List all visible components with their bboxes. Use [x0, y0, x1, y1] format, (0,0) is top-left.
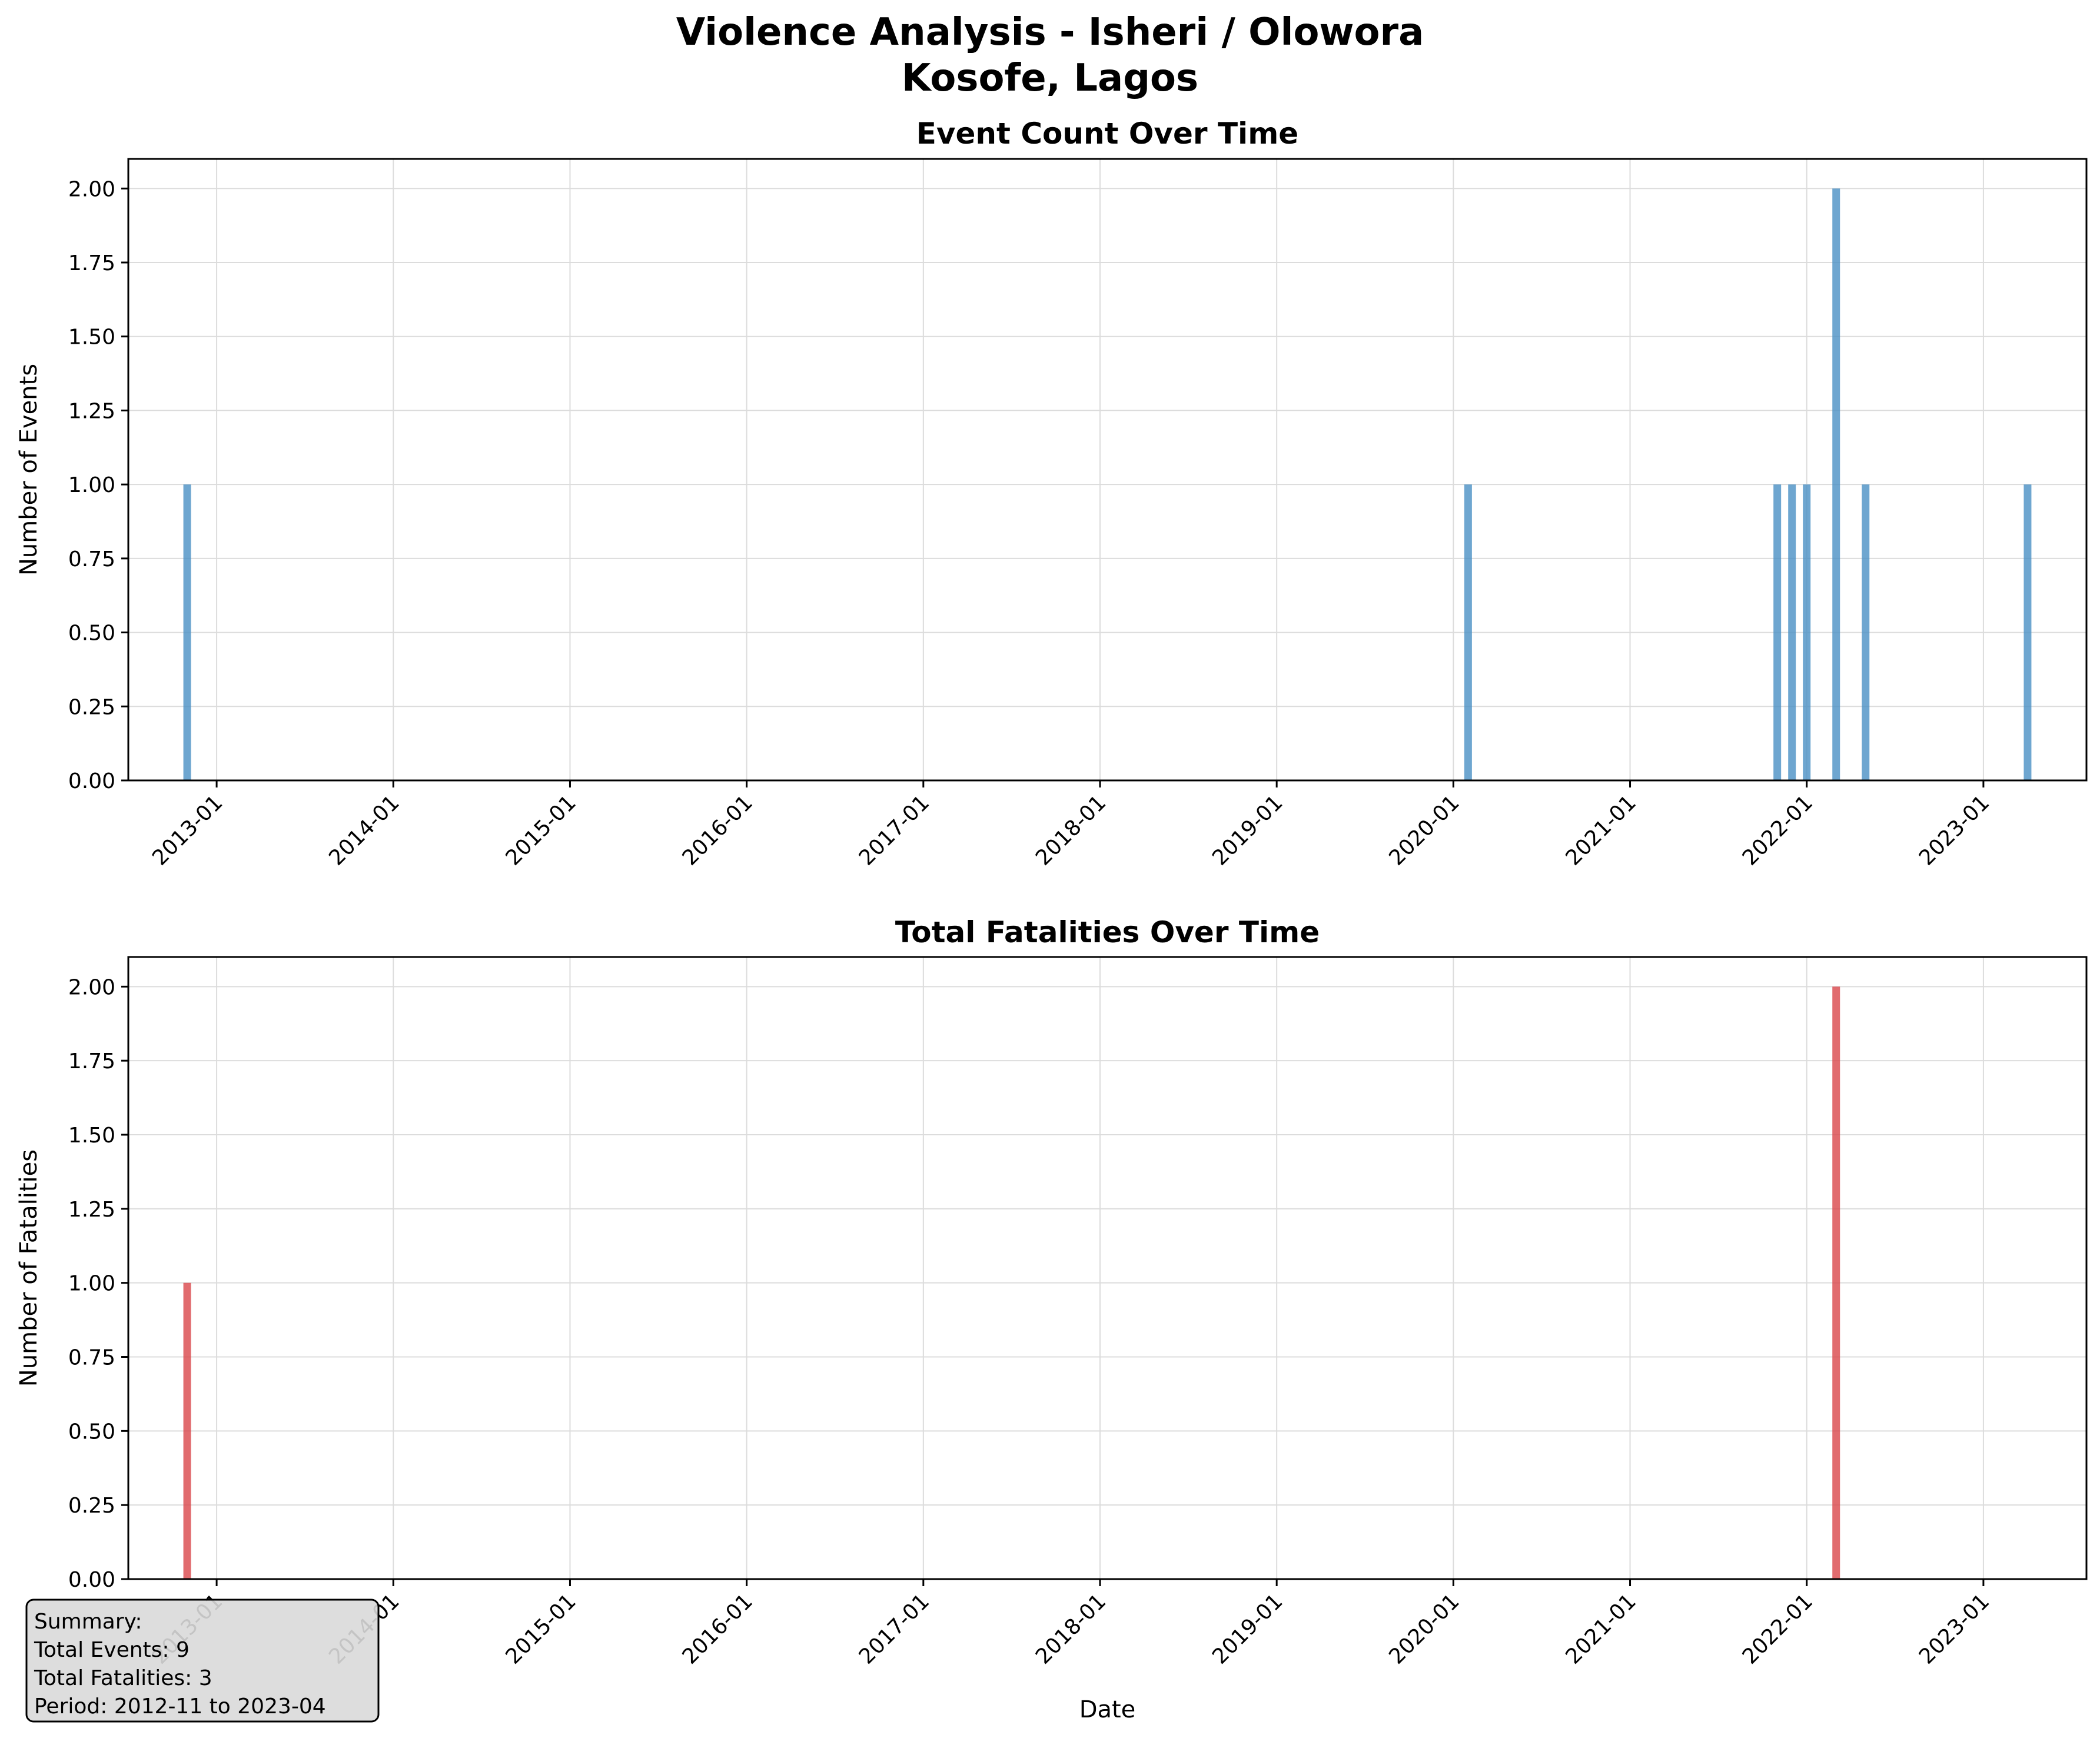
events-xtick-label-2: 2015-01: [501, 790, 580, 870]
fatalities-chart-title: Total Fatalities Over Time: [895, 915, 1320, 949]
fatalities-ytick-label-2: 0.50: [68, 1420, 115, 1444]
events-ytick-label-5: 1.25: [68, 399, 115, 423]
fatalities-xtick-label-4: 2017-01: [855, 1589, 934, 1669]
summary-box: Summary: Total Events: 9 Total Fatalitie…: [25, 1599, 380, 1723]
fatalities-axes-frame: [127, 956, 2088, 1580]
events-xtick-label-6: 2019-01: [1208, 790, 1287, 870]
fatalities-xtick-label-5: 2018-01: [1031, 1589, 1111, 1669]
events-xtick-label-8: 2021-01: [1561, 790, 1641, 870]
fatalities-bar-2012-11: [183, 1282, 191, 1579]
fatalities-xtick-label-9: 2022-01: [1738, 1589, 1817, 1669]
fatalities-ytick-label-1: 0.25: [68, 1494, 115, 1518]
events-bar-2021-12: [1788, 484, 1796, 780]
events-ytick-label-0: 0.00: [68, 769, 115, 793]
events-ytick-label-8: 2.00: [68, 177, 115, 201]
events-bar-2021-11: [1773, 484, 1782, 780]
events-xtick-label-10: 2023-01: [1915, 790, 1994, 870]
events-bar-2012-11: [183, 484, 191, 780]
event-count-chart: 0.00 0.25 0.50 0.75 1.00 1.25 1.50 1.75 2.00 2013…: [15, 117, 2088, 870]
figure-title-line1: Violence Analysis - Isheri / Olowora: [676, 11, 1424, 54]
events-ytick-label-3: 0.75: [68, 547, 115, 571]
events-xtick-label-9: 2022-01: [1738, 790, 1817, 870]
fatalities-xtick-label-2: 2015-01: [501, 1589, 580, 1669]
fatalities-ytick-label-8: 2.00: [68, 975, 115, 999]
summary-heading: Summary:: [34, 1610, 142, 1634]
fatalities-ylabel: Number of Fatalities: [15, 1149, 42, 1387]
events-bar-2022-05: [1862, 484, 1870, 780]
events-bar-2022-03: [1832, 188, 1840, 780]
events-ytick-label-2: 0.50: [68, 622, 115, 646]
events-axes-frame: [127, 158, 2088, 782]
fatalities-xtick-label-3: 2016-01: [678, 1589, 757, 1669]
events-xtick-label-7: 2020-01: [1384, 790, 1464, 870]
fatalities-xtick-label-8: 2021-01: [1561, 1589, 1641, 1669]
events-xtick-label-0: 2013-01: [148, 790, 227, 870]
events-ylabel: Number of Events: [15, 364, 42, 576]
fatalities-xtick-label-7: 2020-01: [1384, 1589, 1464, 1669]
fatalities-xtick-label-10: 2023-01: [1915, 1589, 1994, 1669]
fatalities-xtick-label-6: 2019-01: [1208, 1589, 1287, 1669]
events-bar-2022-01: [1803, 484, 1811, 780]
fatalities-ytick-label-4: 1.00: [68, 1272, 115, 1296]
events-bar-2023-04: [2023, 484, 2032, 780]
events-ytick-label-1: 0.25: [68, 695, 115, 719]
fatalities-ytick-label-7: 1.75: [68, 1049, 115, 1074]
events-ytick-label-7: 1.75: [68, 251, 115, 275]
events-xtick-label-1: 2014-01: [324, 790, 404, 870]
fatalities-ytick-label-6: 1.50: [68, 1124, 115, 1148]
events-bar-2020-02: [1464, 484, 1472, 780]
events-ytick-label-6: 1.50: [68, 325, 115, 350]
fatalities-bar-2022-03: [1832, 986, 1840, 1579]
events-xtick-label-3: 2016-01: [678, 790, 757, 870]
events-chart-title: Event Count Over Time: [916, 117, 1298, 151]
events-ytick-label-4: 1.00: [68, 473, 115, 497]
events-xtick-label-5: 2018-01: [1031, 790, 1111, 870]
fatalities-xlabel: Date: [1079, 1696, 1136, 1723]
summary-period: Period: 2012-11 to 2023-04: [34, 1694, 326, 1719]
fatalities-ytick-label-0: 0.00: [68, 1568, 115, 1592]
fatalities-ytick-label-3: 0.75: [68, 1346, 115, 1370]
figure-title-line2: Kosofe, Lagos: [902, 57, 1198, 100]
summary-total-fatalities: Total Fatalities: 3: [34, 1666, 212, 1690]
events-xtick-label-4: 2017-01: [855, 790, 934, 870]
summary-total-events: Total Events: 9: [34, 1638, 190, 1662]
fatalities-ytick-label-5: 1.25: [68, 1198, 115, 1222]
